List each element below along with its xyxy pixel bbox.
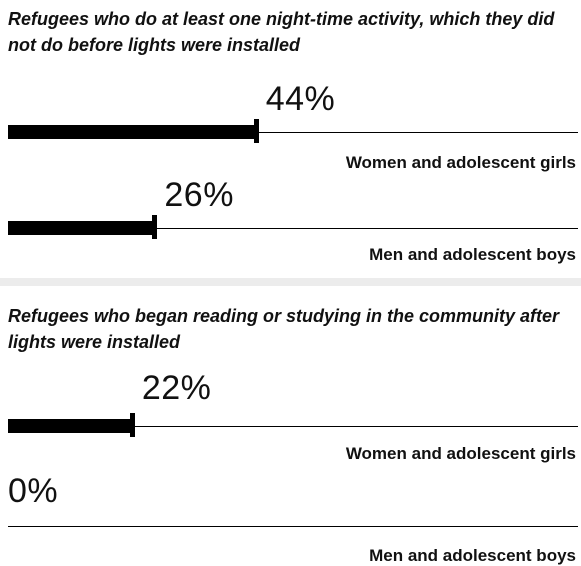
- category-label: Women and adolescent girls: [345, 153, 576, 172]
- value-label: 0%: [8, 472, 59, 510]
- bar: [8, 125, 256, 139]
- bar-row: 44%: [0, 82, 581, 152]
- axis-line: [8, 132, 578, 133]
- value-label: 44%: [265, 80, 336, 118]
- bar-row: 0%: [0, 474, 581, 544]
- chart-title: Refugees who do at least one night-time …: [8, 9, 555, 55]
- category-label: Women and adolescent girls: [345, 444, 576, 463]
- axis-line: [8, 526, 578, 527]
- chart-panel-night-activity: Refugees who do at least one night-time …: [0, 0, 581, 278]
- bar-end-marker: [152, 215, 158, 239]
- category-label: Men and adolescent boys: [369, 546, 576, 565]
- bar: [8, 221, 155, 235]
- category-label: Men and adolescent boys: [369, 245, 576, 264]
- bar-row: 26%: [0, 178, 581, 248]
- chart-title: Refugees who began reading or studying i…: [8, 306, 560, 352]
- panel-separator: [0, 278, 581, 286]
- chart-panel-reading: Refugees who began reading or studying i…: [0, 286, 581, 566]
- bar-end-marker: [129, 413, 135, 437]
- bar-row: 22%: [0, 371, 581, 441]
- axis-line: [8, 426, 578, 427]
- bar-end-marker: [253, 119, 259, 143]
- value-label: 22%: [141, 369, 212, 407]
- axis-line: [8, 228, 578, 229]
- bar: [8, 419, 132, 433]
- value-label: 26%: [164, 176, 234, 214]
